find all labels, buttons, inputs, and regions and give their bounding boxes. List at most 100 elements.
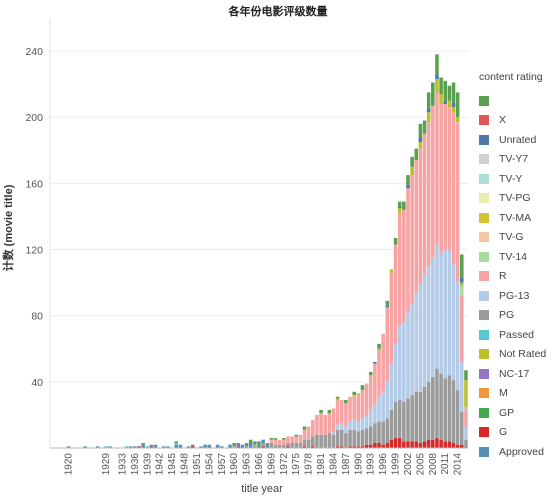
legend-item[interactable]: TV-Y7 [479, 150, 555, 170]
bar-segment [166, 446, 170, 448]
bar-segment [269, 443, 274, 448]
bar-segment [393, 401, 398, 439]
bar-segment [232, 446, 236, 448]
bar-segment [306, 439, 311, 448]
bar-segment [294, 443, 299, 448]
bar-segment [381, 391, 385, 422]
legend-item[interactable]: TV-14 [479, 247, 555, 267]
bar-segment [389, 363, 394, 410]
legend-label: Approved [499, 445, 544, 458]
bar-segment [104, 446, 108, 448]
legend-label: X [499, 114, 507, 127]
x-tick-label: 1993 [366, 453, 377, 476]
legend-item[interactable]: Approved [479, 442, 555, 462]
bar-segment [385, 307, 390, 382]
bar-segment [360, 418, 365, 430]
bar-segment [286, 446, 290, 448]
bar-segment [215, 444, 220, 448]
bar-segment [257, 441, 261, 445]
bar-segment [290, 436, 294, 444]
bar-segment [311, 419, 315, 437]
legend-swatch [479, 329, 489, 340]
chart-title: 各年份电影评级数量 [228, 6, 328, 18]
x-tick-label: 2005 [415, 453, 426, 476]
bar-segment [141, 443, 145, 445]
bar-segment [439, 373, 443, 440]
legend-swatch [479, 407, 489, 418]
legend-item[interactable]: TV-MA [479, 208, 555, 228]
bar-segment [368, 426, 373, 445]
legend-item[interactable] [479, 91, 555, 111]
bar-segment [199, 446, 203, 448]
legend-item[interactable]: Not Rated [479, 345, 555, 365]
legend-swatch [479, 310, 489, 321]
bar-segment [360, 390, 365, 419]
legend: content rating X Unrated TV-Y7 TV-Y TV-PG TV-… [479, 70, 555, 462]
bar-segment [302, 439, 307, 447]
bar-segment [368, 409, 373, 427]
bar-segment [389, 409, 394, 440]
bar-segment [265, 444, 270, 448]
bar-segment [443, 104, 448, 250]
bar-segment [414, 160, 419, 293]
legend-item[interactable]: TV-PG [479, 189, 555, 209]
legend-item[interactable]: TV-Y [479, 169, 555, 189]
bar-segment [331, 408, 336, 432]
legend-item[interactable]: Unrated [479, 130, 555, 150]
bar-segment [451, 102, 456, 108]
bar-segment [335, 429, 340, 447]
bar-segment [149, 444, 154, 447]
legend-item[interactable]: GP [479, 403, 555, 423]
bar-segment [348, 421, 352, 430]
legend-item[interactable]: X [479, 111, 555, 131]
bar-segment [431, 82, 435, 106]
legend-item[interactable]: PG-13 [479, 286, 555, 306]
bar-segment [385, 418, 390, 444]
legend-label: Not Rated [499, 348, 547, 361]
bar-segment [373, 403, 377, 424]
x-tick-label: 1945 [167, 453, 178, 476]
x-tick-label: 1996 [378, 453, 389, 476]
bar-segment [426, 266, 431, 382]
bar-segment [426, 92, 431, 109]
legend-swatch [479, 290, 489, 301]
bar-segment [277, 444, 282, 448]
bar-segment [447, 85, 452, 101]
bar-segment [377, 443, 381, 448]
bar-segment [319, 413, 323, 435]
bar-segment [219, 446, 224, 448]
bar-segment [66, 446, 71, 448]
legend-item[interactable]: TV-G [479, 228, 555, 248]
legend-label: GP [499, 406, 515, 419]
legend-label: PG-13 [499, 289, 530, 302]
bar-segment [402, 441, 406, 448]
bar-segment [439, 94, 443, 104]
x-tick-label: 1929 [101, 453, 112, 476]
bar-segment [273, 439, 278, 445]
bar-segment [426, 381, 431, 440]
legend-item[interactable]: PG [479, 306, 555, 326]
bar-segment [360, 446, 365, 448]
bar-segment [327, 409, 332, 414]
bar-segment [191, 446, 195, 448]
legend-item[interactable]: M [479, 384, 555, 404]
bar-segment [311, 436, 315, 447]
bar-segment [133, 446, 137, 448]
bar-segment [464, 426, 468, 440]
bar-segment [397, 201, 402, 207]
legend-label: Passed [499, 328, 535, 341]
bar-segment [339, 400, 344, 424]
legend-item[interactable]: Passed [479, 325, 555, 345]
legend-item[interactable]: R [479, 267, 555, 287]
legend-item[interactable]: NC-17 [479, 364, 555, 384]
x-tick-label: 2002 [403, 453, 414, 476]
bar-segment [397, 438, 402, 448]
bar-segment [431, 376, 435, 440]
bar-segment [257, 444, 261, 448]
bar-segment [435, 79, 439, 93]
bar-segment [447, 375, 452, 442]
bar-segment [402, 401, 406, 442]
bar-segment [269, 438, 274, 440]
bar-segment [373, 443, 377, 448]
legend-item[interactable]: G [479, 423, 555, 443]
